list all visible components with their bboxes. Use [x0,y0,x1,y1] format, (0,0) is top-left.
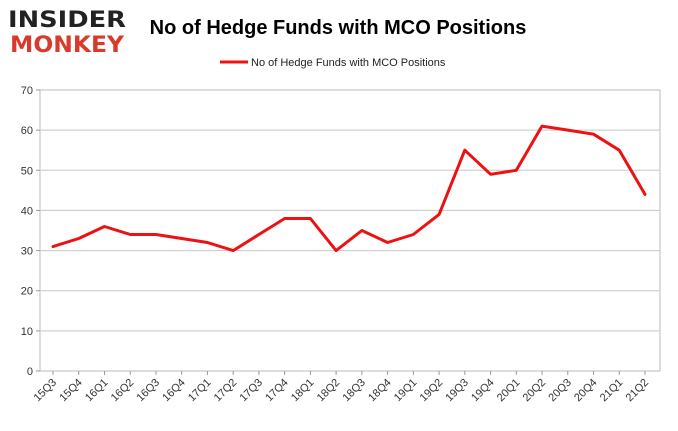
y-tick-label: 20 [21,286,33,298]
x-tick-label: 17Q4 [263,377,291,405]
x-tick-label: 20Q4 [572,377,600,405]
x-tick-label: 17Q3 [238,377,266,405]
legend: No of Hedge Funds with MCO Positions [220,57,446,69]
x-tick-label: 18Q3 [340,377,368,405]
y-tick-label: 0 [27,366,33,378]
y-tick-label: 10 [21,326,33,338]
x-tick-label: 19Q3 [443,377,471,405]
y-tick-label: 40 [21,205,33,217]
x-tick-label: 20Q1 [495,377,523,405]
x-axis: 15Q315Q416Q116Q216Q316Q417Q117Q217Q317Q4… [32,371,652,405]
plot-frame [39,89,661,372]
y-tick-label: 70 [21,85,33,97]
x-tick-label: 15Q4 [57,377,85,405]
x-tick-label: 21Q2 [624,377,652,405]
series-group [51,124,647,253]
x-tick-label: 18Q2 [315,377,343,405]
x-tick-label: 20Q2 [521,377,549,405]
logo-line1: INSIDER [8,8,126,33]
x-tick-label: 18Q4 [366,377,394,405]
series-line [51,124,647,253]
logo: INSIDER MONKEY [8,8,126,58]
x-tick-label: 16Q4 [160,377,188,405]
chart-title: No of Hedge Funds with MCO Positions [150,17,527,39]
x-tick-label: 21Q1 [598,377,626,405]
logo-line2: MONKEY [10,33,125,58]
y-tick-label: 60 [21,125,33,137]
x-tick-label: 19Q4 [469,377,497,405]
x-tick-label: 19Q2 [418,377,446,405]
legend-label: No of Hedge Funds with MCO Positions [251,57,446,69]
x-tick-label: 16Q2 [109,377,137,405]
x-tick-label: 16Q1 [83,377,111,405]
y-axis: 0 10 20 30 40 50 60 70 [21,85,40,378]
x-tick-label: 15Q3 [32,377,60,405]
x-tick-label: 20Q3 [546,377,574,405]
grid [40,129,660,332]
x-tick-label: 18Q1 [289,377,317,405]
x-tick-label: 17Q1 [186,377,214,405]
x-tick-label: 16Q3 [135,377,163,405]
y-tick-label: 50 [21,165,33,177]
x-tick-label: 17Q2 [212,377,240,405]
y-tick-label: 30 [21,246,33,258]
x-tick-label: 19Q1 [392,377,420,405]
